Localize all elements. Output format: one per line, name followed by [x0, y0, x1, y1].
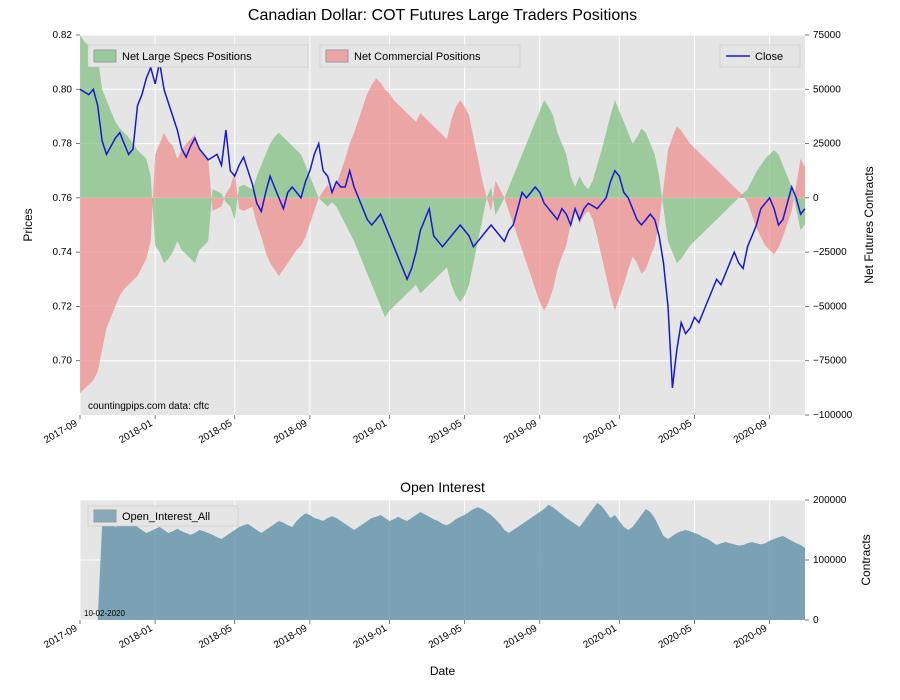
- oi-legend: Open_Interest_All: [88, 506, 238, 526]
- yleft-tick: 0.70: [53, 356, 73, 367]
- x-tick-main: 2019-05: [427, 418, 465, 446]
- legend-specs: Net Large Specs Positions: [122, 51, 252, 63]
- oi-ytick: 0: [813, 615, 819, 626]
- x-tick-main: 2020-09: [732, 418, 770, 446]
- yleft-tick: 0.74: [53, 247, 73, 258]
- x-tick-main: 2018-01: [117, 418, 155, 446]
- x-tick-main: 2019-01: [352, 418, 390, 446]
- x-tick-main: 2019-09: [502, 418, 540, 446]
- yright-tick: −75000: [813, 356, 847, 367]
- x-tick-main: 2018-09: [272, 418, 310, 446]
- yright-tick: 0: [813, 193, 819, 204]
- yleft-tick: 0.76: [53, 193, 73, 204]
- x-tick-main: 2020-01: [582, 418, 620, 446]
- x-tick-oi: 2020-05: [657, 623, 695, 651]
- legend-close: Close: [755, 51, 783, 63]
- x-tick-oi: 2018-05: [197, 623, 235, 651]
- x-tick-main: 2018-05: [197, 418, 235, 446]
- oi-ylabel: Contracts: [859, 534, 873, 585]
- main-title: Canadian Dollar: COT Futures Large Trade…: [248, 7, 637, 24]
- credit-text: countingpips.com data: cftc: [88, 401, 209, 412]
- yright-label: Net Futures Contracts: [862, 166, 876, 283]
- yright-tick: −100000: [813, 410, 853, 421]
- x-axis-label: Date: [430, 664, 456, 678]
- yleft-tick: 0.78: [53, 139, 73, 150]
- yright-tick: 50000: [813, 84, 841, 95]
- x-tick-oi: 2018-01: [117, 623, 155, 651]
- x-tick-oi: 2019-05: [427, 623, 465, 651]
- yleft-tick: 0.82: [53, 30, 73, 41]
- x-tick-oi: 2020-09: [732, 623, 770, 651]
- yright-tick: −50000: [813, 301, 847, 312]
- oi-title: Open Interest: [400, 479, 485, 495]
- yright-tick: 25000: [813, 139, 841, 150]
- yleft-tick: 0.72: [53, 301, 73, 312]
- oi-date-label: 10-02-2020: [84, 609, 125, 618]
- yleft-label: Prices: [21, 208, 35, 241]
- x-tick-oi: 2019-01: [352, 623, 390, 651]
- x-tick-oi: 2020-01: [582, 623, 620, 651]
- yleft-tick: 0.80: [53, 84, 73, 95]
- x-tick-main: 2020-05: [657, 418, 695, 446]
- oi-ytick: 200000: [813, 495, 847, 506]
- oi-ytick: 100000: [813, 555, 847, 566]
- yright-tick: −25000: [813, 247, 847, 258]
- x-tick-main: 2017-09: [42, 418, 80, 446]
- x-tick-oi: 2017-09: [42, 623, 80, 651]
- yright-tick: 75000: [813, 30, 841, 41]
- x-tick-oi: 2018-09: [272, 623, 310, 651]
- legend-comm: Net Commercial Positions: [354, 51, 481, 63]
- oi-legend-label: Open_Interest_All: [122, 511, 210, 523]
- x-tick-oi: 2019-09: [502, 623, 540, 651]
